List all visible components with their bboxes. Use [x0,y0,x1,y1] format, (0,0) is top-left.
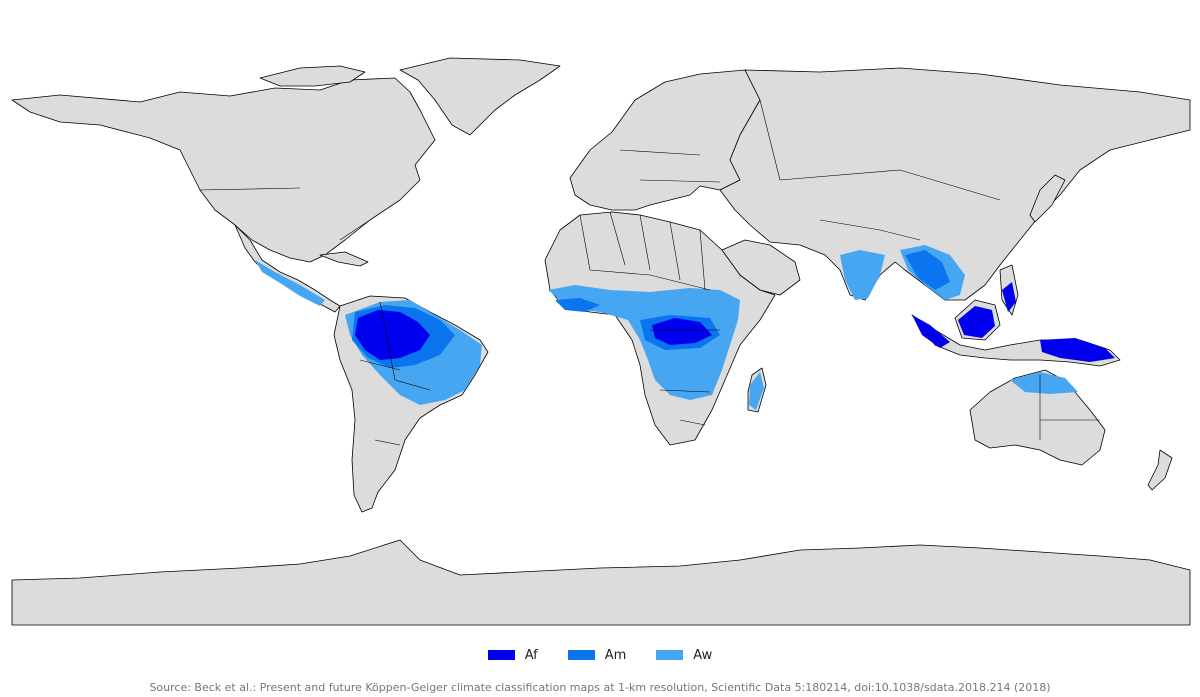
land-antarctica [11,539,1191,626]
land-north-america [11,77,436,263]
land-arabia [721,239,801,296]
aw-region-west-africa [548,285,740,400]
af-region-borneo [958,306,995,338]
legend-item-aw: Aw [656,648,712,663]
am-region-west-africa-coast [555,298,600,312]
legend-item-am: Am [567,647,627,663]
land-caribbean [319,251,369,267]
aw-region-northern-australia [1010,372,1078,394]
map-canvas [11,57,1191,626]
land-arctic-islands [259,65,366,87]
legend-swatch-am [567,650,595,660]
aw-region-india [840,250,885,300]
border-lines-americas [199,187,431,446]
border-lines-australia [1039,375,1100,440]
land-layer [11,57,1191,626]
border-layer [199,99,1100,446]
aw-region-madagascar [749,372,764,410]
af-region-philippines [1002,282,1016,312]
af-region-sumatra [912,315,950,348]
legend-item-af: Af [487,647,538,663]
border-lines-africa [579,211,720,426]
legend-label-aw: Aw [693,647,713,663]
world-map [11,57,1191,626]
legend-label-af: Af [524,647,538,663]
legend-swatch-af [487,650,515,660]
source-citation: Source: Beck et al.: Present and future … [149,681,1051,694]
aw-region-central-america [255,260,325,306]
am-region-southeast-asia [905,250,950,290]
legend-label-am: Am [604,647,627,663]
af-region-congo [652,318,712,345]
land-australia [969,369,1106,466]
legend-swatch-aw [656,650,684,660]
af-region-new-guinea [1040,338,1115,362]
legend: Af Am Aw [0,645,1200,665]
climate-af-layer [355,282,1115,362]
land-new-zealand [1147,449,1173,491]
land-greenland [399,57,561,136]
land-japan [1029,174,1066,223]
af-region-amazon [355,310,430,360]
border-lines-eurasia [619,99,1001,241]
